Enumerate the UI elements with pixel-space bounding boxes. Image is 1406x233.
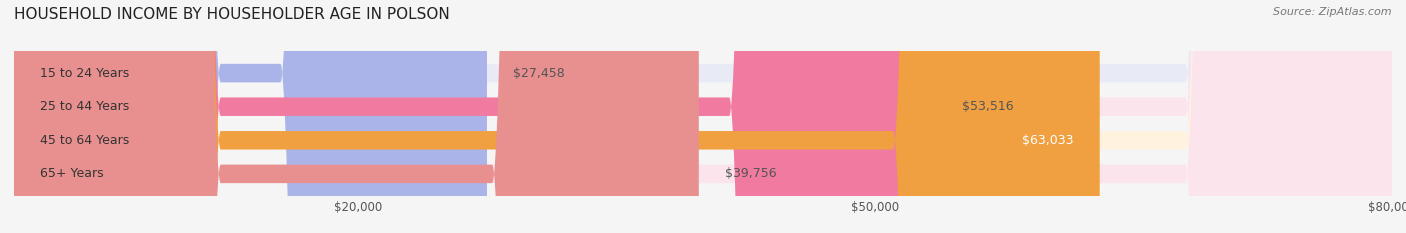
- Text: 65+ Years: 65+ Years: [39, 167, 104, 180]
- Text: Source: ZipAtlas.com: Source: ZipAtlas.com: [1274, 7, 1392, 17]
- Text: $53,516: $53,516: [962, 100, 1014, 113]
- Text: 45 to 64 Years: 45 to 64 Years: [39, 134, 129, 147]
- Text: $27,458: $27,458: [513, 67, 565, 80]
- FancyBboxPatch shape: [14, 0, 1392, 233]
- Text: 25 to 44 Years: 25 to 44 Years: [39, 100, 129, 113]
- FancyBboxPatch shape: [14, 0, 1392, 233]
- FancyBboxPatch shape: [14, 0, 1392, 233]
- FancyBboxPatch shape: [14, 0, 1392, 233]
- Text: $39,756: $39,756: [724, 167, 776, 180]
- FancyBboxPatch shape: [14, 0, 486, 233]
- FancyBboxPatch shape: [14, 0, 699, 233]
- FancyBboxPatch shape: [14, 0, 936, 233]
- FancyBboxPatch shape: [14, 0, 1099, 233]
- Text: HOUSEHOLD INCOME BY HOUSEHOLDER AGE IN POLSON: HOUSEHOLD INCOME BY HOUSEHOLDER AGE IN P…: [14, 7, 450, 22]
- Text: 15 to 24 Years: 15 to 24 Years: [39, 67, 129, 80]
- Text: $63,033: $63,033: [1022, 134, 1074, 147]
